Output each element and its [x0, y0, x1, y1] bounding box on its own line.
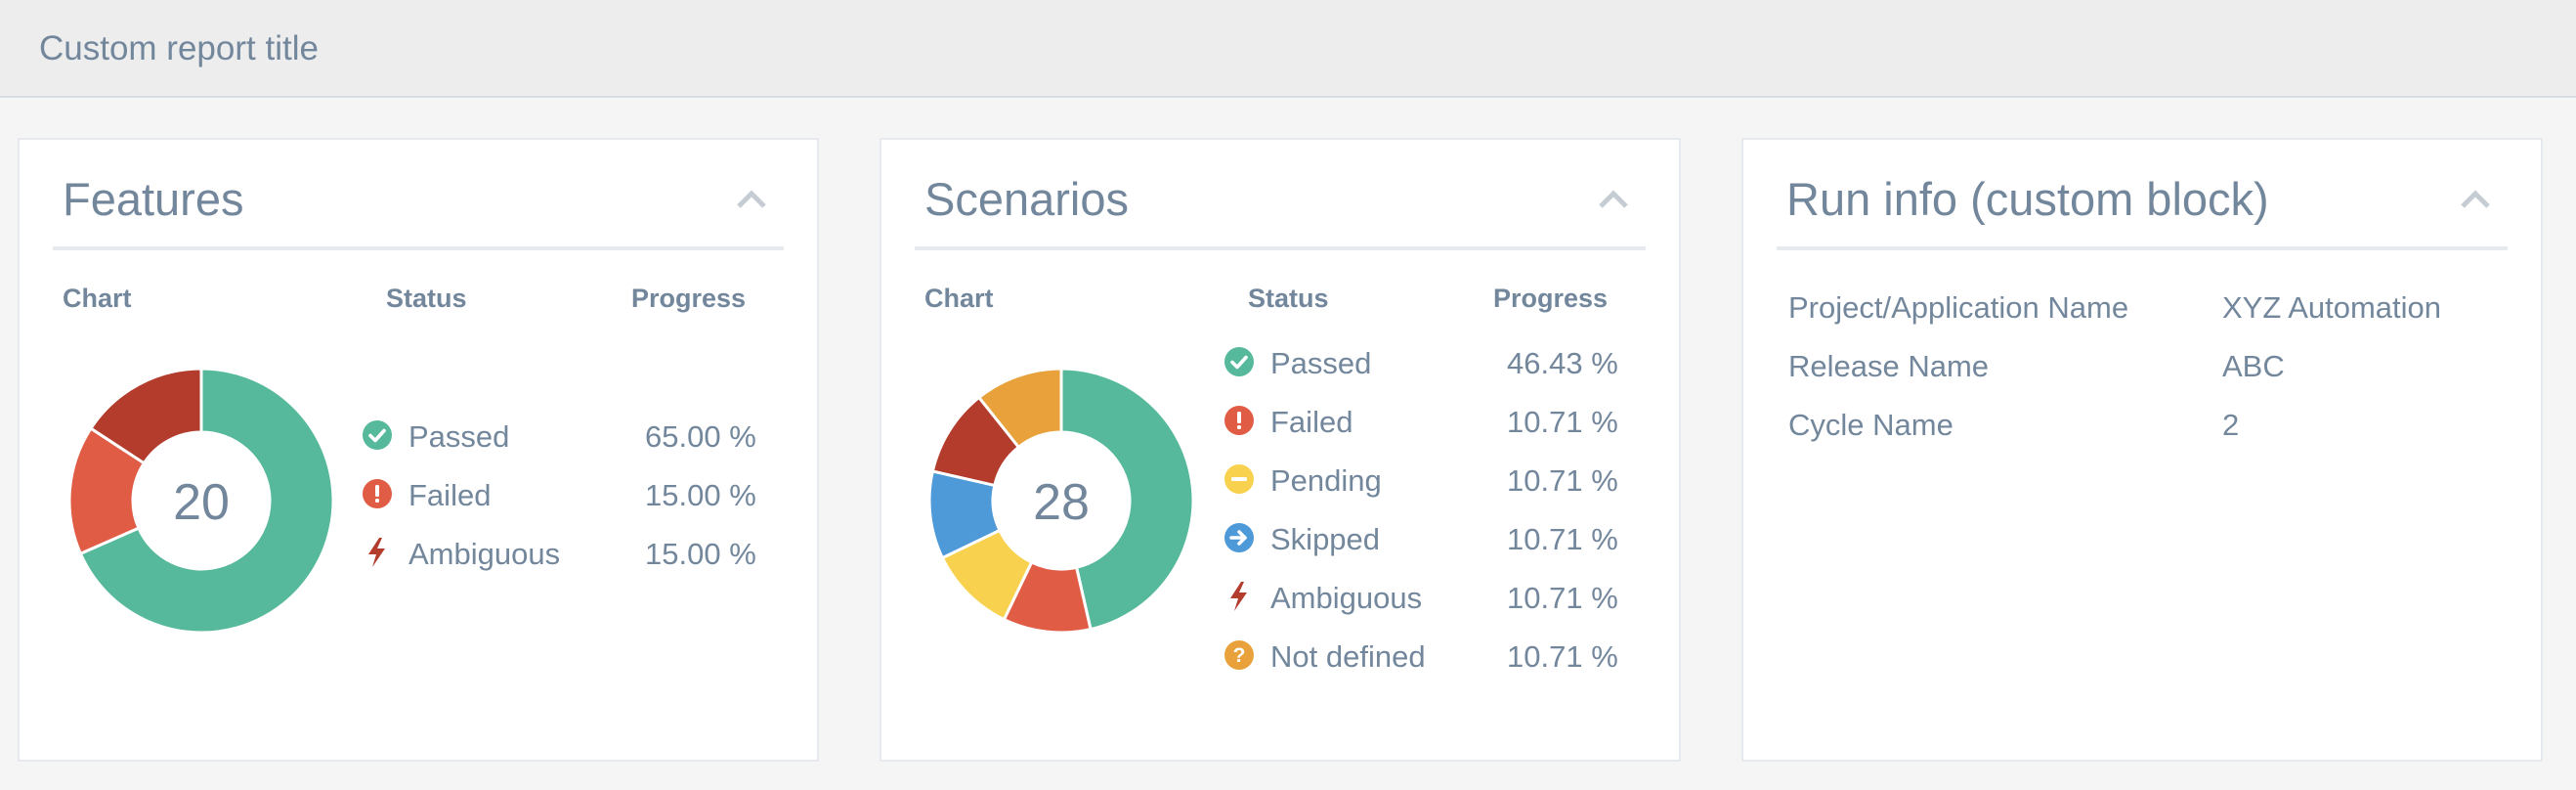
features-panel: Features Chart Status Progress 20 Passed…: [18, 138, 819, 762]
status-label: Failed: [408, 478, 492, 512]
report-title: Custom report title: [39, 29, 319, 67]
scenarios-donut-chart: 28: [928, 368, 1194, 634]
run-info-value: ABC: [2222, 349, 2285, 383]
status-row: Skipped 10.71 %: [1224, 511, 1653, 570]
run-info-value: 2: [2222, 408, 2240, 442]
status-label: Failed: [1270, 405, 1353, 439]
chevron-up-icon[interactable]: [735, 187, 768, 210]
status-row: Passed 46.43 %: [1224, 335, 1653, 394]
donut-slice-ambiguous[interactable]: [88, 368, 203, 465]
status-label: Skipped: [1270, 522, 1381, 556]
top-bar: Custom report title: [0, 0, 2576, 98]
status-progress: 15.00 %: [645, 537, 756, 571]
status-label: Passed: [1270, 346, 1372, 380]
run-info-key: Cycle Name: [1788, 408, 1953, 442]
scenarios-panel-title: Scenarios: [924, 173, 1129, 225]
status-progress: 15.00 %: [645, 478, 756, 512]
status-label: Passed: [408, 419, 510, 454]
status-progress: 46.43 %: [1507, 346, 1618, 380]
scenarios-total-label: 28: [1033, 474, 1090, 531]
status-progress: 10.71 %: [1507, 581, 1618, 615]
check-circle-icon: [363, 420, 392, 450]
donut-slice-passed[interactable]: [78, 368, 334, 634]
status-label: Pending: [1270, 463, 1382, 498]
donut-slice-passed[interactable]: [1059, 368, 1194, 632]
features-panel-title: Features: [63, 173, 244, 225]
exclamation-circle-icon: [363, 479, 392, 508]
status-row: Ambiguous 15.00 %: [362, 526, 792, 585]
panel-divider: [1777, 246, 2508, 250]
run-info-value: XYZ Automation: [2222, 290, 2442, 325]
status-row: ? Not defined 10.71 %: [1224, 629, 1653, 687]
status-progress: 10.71 %: [1507, 405, 1618, 439]
chevron-up-icon[interactable]: [2459, 187, 2492, 210]
status-progress: 10.71 %: [1507, 522, 1618, 556]
col-header-chart: Chart: [924, 284, 994, 313]
status-progress: 10.71 %: [1507, 463, 1618, 498]
minus-circle-icon: [1224, 464, 1254, 494]
run-info-panel: Run info (custom block) Project/Applicat…: [1741, 138, 2543, 762]
status-progress: 65.00 %: [645, 419, 756, 454]
donut-slice-not-defined[interactable]: [976, 368, 1063, 450]
run-info-panel-title: Run info (custom block): [1786, 173, 2269, 225]
bolt-icon: [1230, 582, 1247, 611]
panel-divider: [915, 246, 1646, 250]
bolt-icon: [368, 538, 385, 567]
run-info-key: Release Name: [1788, 349, 1990, 383]
check-circle-icon: [1224, 347, 1254, 376]
svg-text:?: ?: [1233, 644, 1246, 667]
features-donut-chart: 20: [68, 368, 334, 634]
col-header-progress: Progress: [1493, 284, 1609, 313]
col-header-progress: Progress: [631, 284, 747, 313]
arrow-right-circle-icon: [1224, 523, 1254, 552]
status-progress: 10.71 %: [1507, 639, 1618, 674]
status-label: Not defined: [1270, 639, 1426, 674]
col-header-status: Status: [386, 284, 467, 313]
chevron-up-icon[interactable]: [1597, 187, 1630, 210]
status-label: Ambiguous: [408, 537, 561, 571]
status-label: Ambiguous: [1270, 581, 1423, 615]
scenarios-panel: Scenarios Chart Status Progress 28 Passe…: [880, 138, 1681, 762]
col-header-chart: Chart: [63, 284, 132, 313]
features-total-label: 20: [173, 474, 230, 531]
question-circle-icon: ?: [1224, 640, 1254, 670]
run-info-key: Project/Application Name: [1788, 290, 2129, 325]
status-row: Failed 10.71 %: [1224, 394, 1653, 453]
col-header-status: Status: [1248, 284, 1329, 313]
status-row: Pending 10.71 %: [1224, 453, 1653, 511]
status-row: Ambiguous 10.71 %: [1224, 570, 1653, 629]
exclamation-circle-icon: [1224, 406, 1254, 435]
status-row: Passed 65.00 %: [362, 409, 792, 467]
panel-divider: [53, 246, 784, 250]
status-row: Failed 15.00 %: [362, 467, 792, 526]
